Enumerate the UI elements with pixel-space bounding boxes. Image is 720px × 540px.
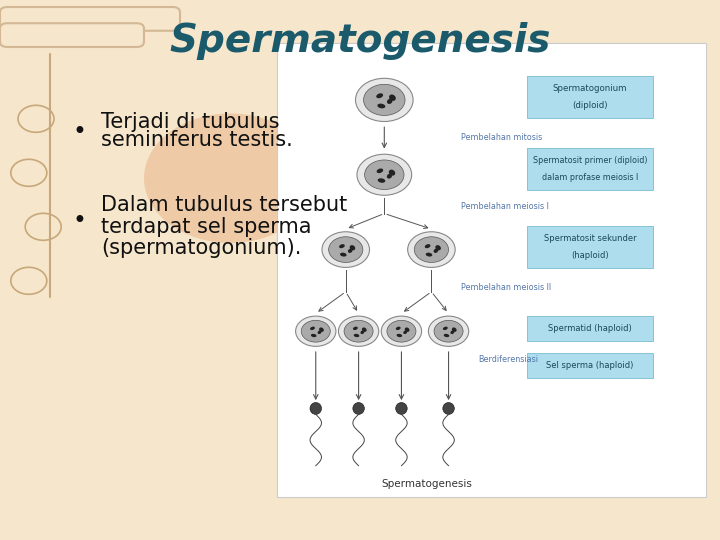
Ellipse shape [444,334,449,337]
Text: Spermatogonium: Spermatogonium [553,84,627,93]
Ellipse shape [319,327,324,332]
Circle shape [328,237,363,262]
Ellipse shape [362,327,366,332]
Ellipse shape [353,402,364,414]
Text: Pembelahan mitosis: Pembelahan mitosis [462,133,543,142]
Ellipse shape [377,168,383,173]
FancyBboxPatch shape [526,226,653,268]
Ellipse shape [436,245,441,251]
Ellipse shape [377,104,385,109]
Text: Pembelahan meiosis I: Pembelahan meiosis I [462,202,549,211]
FancyBboxPatch shape [526,76,653,118]
Ellipse shape [389,170,395,176]
Ellipse shape [452,327,456,332]
Ellipse shape [318,330,321,334]
Ellipse shape [451,330,454,334]
Text: terdapat sel sperma: terdapat sel sperma [101,217,311,237]
Ellipse shape [310,402,322,414]
Circle shape [364,160,404,190]
Text: •: • [72,120,86,144]
Circle shape [301,320,330,342]
Text: Terjadi di tubulus: Terjadi di tubulus [101,111,279,132]
Ellipse shape [405,327,410,332]
Circle shape [144,113,317,243]
Text: Spermatogenesis: Spermatogenesis [169,22,551,59]
Ellipse shape [377,93,383,98]
Text: seminiferus testis.: seminiferus testis. [101,130,292,151]
Ellipse shape [443,327,448,330]
Text: Spermatogenesis: Spermatogenesis [382,478,472,489]
Bar [277,43,706,497]
Text: Sel sperma (haploid): Sel sperma (haploid) [546,361,634,370]
Ellipse shape [425,244,431,248]
Ellipse shape [348,248,353,253]
Ellipse shape [426,253,432,256]
Ellipse shape [387,99,392,104]
Ellipse shape [433,248,438,253]
Text: Spermatosit primer (diploid): Spermatosit primer (diploid) [533,156,647,165]
Ellipse shape [378,178,385,183]
Ellipse shape [310,327,315,330]
Circle shape [344,320,373,342]
Ellipse shape [361,330,364,334]
Circle shape [357,154,412,195]
Circle shape [382,316,422,346]
Circle shape [364,84,405,116]
Ellipse shape [396,402,408,414]
Text: Spermatid (haploid): Spermatid (haploid) [548,324,632,333]
Circle shape [296,316,336,346]
Circle shape [408,232,455,267]
Ellipse shape [403,330,407,334]
Ellipse shape [339,244,345,248]
FancyBboxPatch shape [526,316,653,341]
Text: Dalam tubulus tersebut: Dalam tubulus tersebut [101,195,347,215]
Ellipse shape [397,334,402,337]
Ellipse shape [350,245,355,251]
FancyBboxPatch shape [0,7,180,31]
Circle shape [387,320,416,342]
Ellipse shape [311,334,317,337]
FancyBboxPatch shape [0,23,144,47]
Circle shape [428,316,469,346]
Text: Spermatosit sekunder: Spermatosit sekunder [544,234,636,243]
Text: (spermatogonium).: (spermatogonium). [101,238,301,259]
Circle shape [322,232,369,267]
Circle shape [356,78,413,122]
Ellipse shape [340,253,346,256]
Circle shape [434,320,463,342]
Circle shape [414,237,449,262]
Ellipse shape [396,327,400,330]
Text: (diploid): (diploid) [572,102,608,110]
Ellipse shape [353,327,358,330]
Text: (haploid): (haploid) [571,251,608,260]
FancyBboxPatch shape [526,353,653,377]
Ellipse shape [354,334,359,337]
Ellipse shape [389,94,396,101]
Text: dalam profase meiosis I: dalam profase meiosis I [542,173,638,183]
Text: Pembelahan meiosis II: Pembelahan meiosis II [462,283,552,292]
Circle shape [338,316,379,346]
Ellipse shape [387,174,392,179]
Text: •: • [72,210,86,233]
Ellipse shape [443,402,454,414]
Text: Berdiferensiasi: Berdiferensiasi [479,355,539,364]
FancyBboxPatch shape [526,148,653,191]
